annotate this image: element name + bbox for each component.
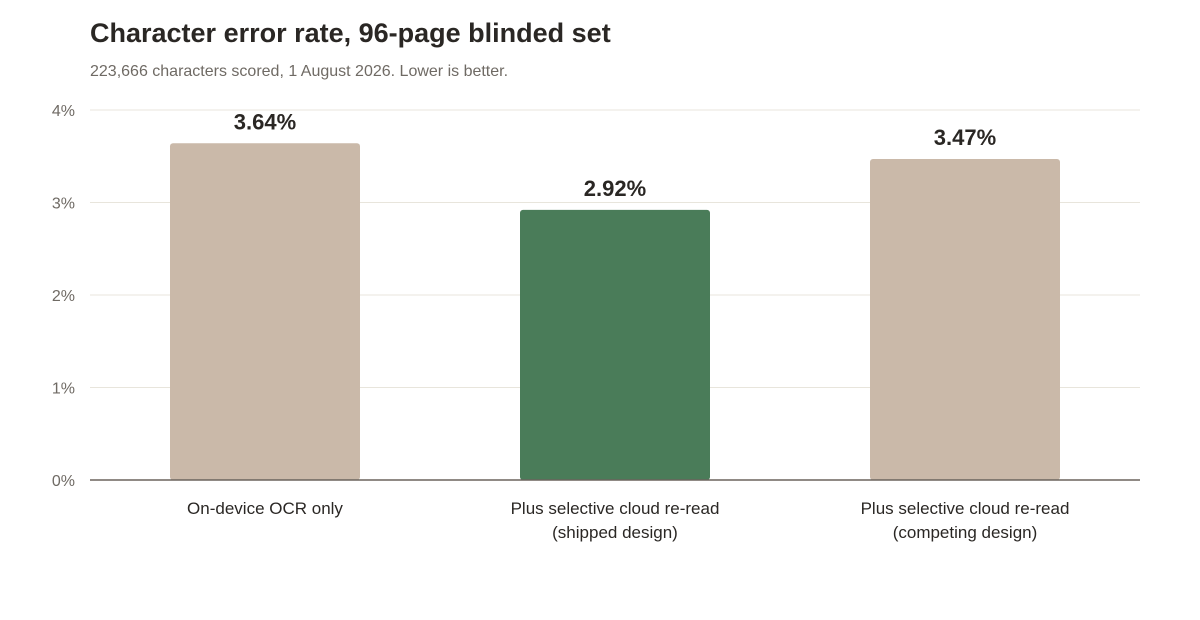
y-tick-label: 1% [52, 381, 75, 398]
category-label-2-line-2: (shipped design) [552, 523, 678, 542]
chart-title: Character error rate, 96-page blinded se… [90, 18, 611, 48]
category-label-3-line-1: Plus selective cloud re-read [861, 499, 1070, 518]
y-tick-label: 2% [52, 288, 75, 305]
category-label-1-line-1: On-device OCR only [187, 499, 343, 518]
value-labels: 3.64% 2.92% 3.47% [234, 109, 996, 201]
bar-2 [520, 209, 710, 480]
value-label-3: 3.47% [934, 125, 996, 150]
value-label-1: 3.64% [234, 109, 296, 134]
chart-subtitle: 223,666 characters scored, 1 August 2026… [90, 63, 509, 80]
y-axis-tick-labels: 0% 1% 2% 3% 4% [52, 103, 75, 490]
bars [170, 143, 1060, 481]
category-label-3-line-2: (competing design) [893, 523, 1038, 542]
category-labels: On-device OCR only Plus selective cloud r… [187, 499, 1069, 542]
value-label-2: 2.92% [584, 176, 646, 201]
y-tick-label: 3% [52, 196, 75, 213]
y-tick-label: 4% [52, 103, 75, 120]
y-tick-label: 0% [52, 473, 75, 490]
category-label-2-line-1: Plus selective cloud re-read [511, 499, 720, 518]
bar-3 [870, 159, 1060, 480]
bar-1 [170, 143, 360, 481]
